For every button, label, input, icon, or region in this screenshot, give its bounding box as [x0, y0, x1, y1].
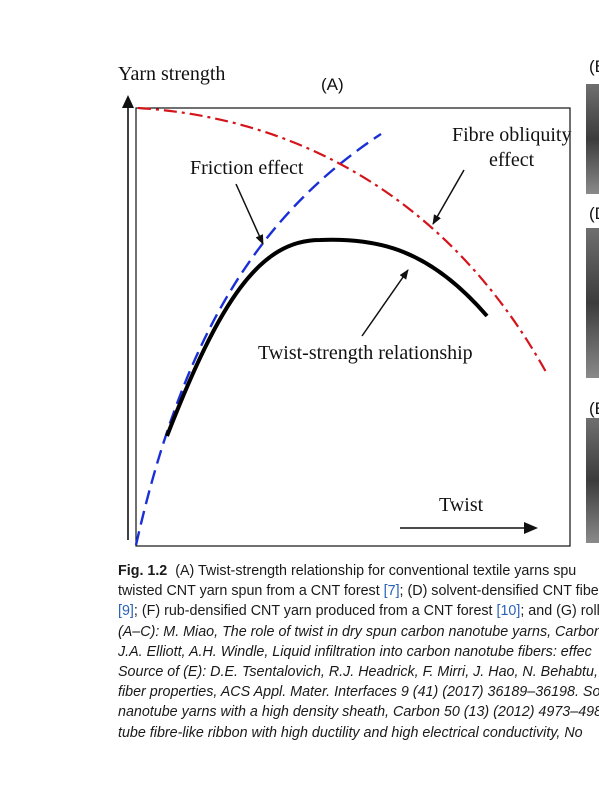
caption-line-9: tube fibre-like ribbon with high ductili…: [118, 724, 583, 741]
twist-strength-arrow: [361, 269, 409, 337]
caption-line-1-text: (A) Twist-strength relationship for conv…: [175, 563, 577, 579]
friction-effect-label: Friction effect: [190, 157, 304, 179]
side-panel-label-b: (B: [589, 58, 599, 75]
side-photo-panel-d: [586, 228, 599, 378]
caption-line-2: twisted CNT yarn spun from a CNT forest …: [118, 581, 599, 601]
obliquity-label-line2: effect: [489, 149, 535, 171]
caption-line-5: J.A. Elliott, A.H. Windle, Liquid infilt…: [118, 643, 592, 660]
reference-link-9[interactable]: [9]: [118, 603, 134, 620]
caption-line-8: nanotube yarns with a high density sheat…: [118, 704, 599, 721]
side-panel-label-e: (E: [589, 400, 599, 417]
caption-line-6: Source of (E): D.E. Tsentalovich, R.J. H…: [118, 664, 599, 681]
caption-line-3: [9]; (F) rub-densified CNT yarn produced…: [118, 601, 599, 621]
side-photo-panel-b: [586, 84, 599, 194]
x-axis-arrowhead: [524, 522, 538, 534]
caption-line-4: (A–C): M. Miao, The role of twist in dry…: [118, 623, 599, 640]
reference-link-10[interactable]: [10]: [496, 603, 521, 620]
caption-line-2-text-a: twisted CNT yarn spun from a CNT forest: [118, 583, 384, 600]
twist-strength-diagram: Yarn strength (A) Twist Friction effect …: [118, 63, 571, 547]
obliquity-arrow: [432, 169, 465, 225]
caption-line-2-text-b: ; (D) solvent-densified CNT fibe: [399, 583, 599, 600]
y-axis-arrowhead: [122, 95, 134, 108]
panel-label: (A): [321, 75, 344, 94]
fibre-obliquity-curve: [137, 106, 547, 373]
plot-frame: [135, 107, 571, 547]
caption-line-1: Fig. 1.2 (A) Twist-strength relationship…: [118, 561, 599, 581]
reference-link-7[interactable]: [7]: [383, 583, 400, 600]
y-axis-label: Yarn strength: [118, 63, 225, 85]
friction-effect-curve: [134, 132, 382, 546]
caption-line-7: fiber properties, ACS Appl. Mater. Inter…: [118, 684, 599, 701]
twist-strength-curve: [165, 237, 489, 437]
twist-strength-label: Twist-strength relationship: [258, 342, 473, 364]
x-axis-label: Twist: [439, 494, 484, 516]
figure-caption: Fig. 1.2 (A) Twist-strength relationship…: [118, 561, 599, 743]
caption-line-3-text-b: ; and (G) roll-p: [520, 603, 599, 620]
obliquity-label-line1: Fibre obliquity: [452, 124, 571, 146]
caption-line-3-text-a: ; (F) rub-densified CNT yarn produced fr…: [133, 603, 497, 620]
friction-arrow: [235, 183, 264, 245]
figure-label: Fig. 1.2: [118, 563, 168, 579]
side-panel-label-d: (D: [589, 205, 599, 222]
side-photo-panel-e: [586, 418, 599, 543]
